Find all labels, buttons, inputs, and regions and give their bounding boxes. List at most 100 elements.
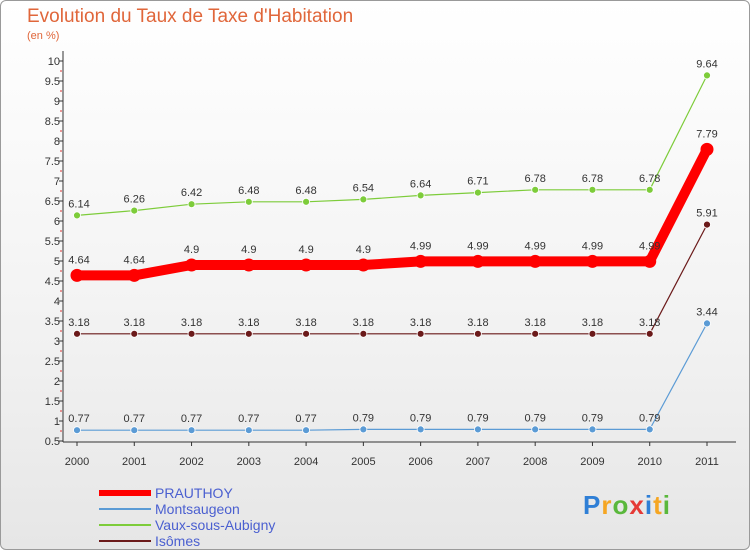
y-minor-tick bbox=[60, 290, 62, 292]
data-label: 6.71 bbox=[467, 176, 488, 188]
x-tick-label: 2007 bbox=[466, 456, 490, 468]
data-label: 3.18 bbox=[68, 317, 89, 329]
data-point bbox=[645, 185, 654, 194]
data-label: 0.79 bbox=[639, 412, 660, 424]
y-minor-tick bbox=[60, 130, 62, 132]
x-tick-label: 2000 bbox=[65, 456, 89, 468]
y-minor-tick bbox=[60, 330, 62, 332]
y-tick-label: 8.5 bbox=[45, 116, 60, 128]
data-label: 7.79 bbox=[696, 128, 717, 140]
proxiti-logo: Proxiti bbox=[583, 490, 671, 521]
chart-subtitle: (en %) bbox=[27, 30, 60, 42]
data-point bbox=[127, 268, 141, 282]
data-point bbox=[299, 258, 313, 272]
y-tick-label: 6.5 bbox=[45, 196, 60, 208]
data-label: 0.77 bbox=[181, 413, 202, 425]
logo-letter: i bbox=[644, 490, 654, 520]
data-point bbox=[585, 254, 599, 268]
data-point bbox=[187, 426, 196, 435]
data-label: 3.18 bbox=[582, 317, 603, 329]
data-point bbox=[471, 254, 485, 268]
y-minor-tick bbox=[60, 70, 62, 72]
data-point bbox=[242, 258, 256, 272]
data-point bbox=[645, 425, 654, 434]
y-minor-tick bbox=[60, 110, 62, 112]
data-label: 0.77 bbox=[68, 413, 89, 425]
data-label: 4.9 bbox=[298, 244, 313, 256]
data-point bbox=[244, 329, 253, 338]
data-point bbox=[474, 188, 482, 197]
y-tick-label: 8 bbox=[54, 136, 60, 148]
y-tick-label: 0.5 bbox=[45, 436, 60, 448]
y-minor-tick bbox=[60, 410, 62, 412]
data-point bbox=[359, 329, 368, 338]
data-label: 6.54 bbox=[353, 182, 374, 194]
y-tick-label: 10 bbox=[48, 56, 60, 68]
x-tick-label: 2001 bbox=[122, 456, 146, 468]
y-tick-label: 9 bbox=[54, 96, 60, 108]
y-minor-tick bbox=[60, 250, 62, 252]
x-tick-label: 2004 bbox=[294, 456, 318, 468]
data-label: 0.77 bbox=[124, 413, 145, 425]
data-point bbox=[703, 220, 711, 229]
data-label: 6.48 bbox=[295, 185, 316, 197]
y-tick-label: 5.5 bbox=[45, 236, 60, 248]
data-label: 3.18 bbox=[353, 317, 374, 329]
x-tick-label: 2009 bbox=[580, 456, 604, 468]
x-tick-label: 2008 bbox=[523, 456, 547, 468]
series-line bbox=[76, 322, 708, 431]
data-point bbox=[474, 329, 482, 338]
data-label: 4.9 bbox=[184, 244, 199, 256]
data-point bbox=[244, 197, 253, 206]
x-tick-label: 2002 bbox=[179, 456, 203, 468]
y-tick-label: 7 bbox=[54, 176, 60, 188]
data-label: 0.79 bbox=[467, 412, 488, 424]
data-point bbox=[588, 185, 597, 194]
data-point bbox=[528, 254, 542, 268]
data-label: 3.18 bbox=[524, 317, 545, 329]
data-point bbox=[645, 329, 654, 338]
logo-letter: x bbox=[629, 490, 645, 520]
data-label: 4.9 bbox=[356, 244, 371, 256]
data-label: 0.77 bbox=[238, 413, 259, 425]
data-point bbox=[73, 329, 81, 338]
data-label: 4.99 bbox=[639, 240, 660, 252]
y-minor-tick bbox=[60, 390, 62, 392]
chart-title: Evolution du Taux de Taxe d'Habitation bbox=[27, 6, 354, 27]
data-point bbox=[416, 329, 425, 338]
logo-letter: r bbox=[601, 490, 613, 520]
y-tick-label: 9.5 bbox=[45, 76, 60, 88]
y-tick-label: 2 bbox=[54, 376, 60, 388]
data-label: 3.18 bbox=[124, 317, 145, 329]
data-label: 4.99 bbox=[410, 240, 431, 252]
x-tick-label: 2010 bbox=[637, 456, 661, 468]
data-point bbox=[531, 329, 540, 338]
data-label: 6.64 bbox=[410, 178, 431, 190]
data-point bbox=[70, 268, 84, 282]
data-label: 0.79 bbox=[582, 412, 603, 424]
logo-letter: o bbox=[612, 490, 630, 520]
data-point bbox=[588, 425, 597, 434]
data-point bbox=[130, 206, 139, 215]
data-label: 3.18 bbox=[410, 317, 431, 329]
data-label: 6.78 bbox=[582, 173, 603, 185]
data-label: 4.9 bbox=[241, 244, 256, 256]
series-line bbox=[72, 144, 712, 281]
data-label: 6.78 bbox=[524, 173, 545, 185]
data-label: 3.18 bbox=[181, 317, 202, 329]
logo-letter: t bbox=[653, 490, 663, 520]
y-minor-tick bbox=[60, 370, 62, 372]
data-label: 6.42 bbox=[181, 187, 202, 199]
data-label: 0.79 bbox=[524, 412, 545, 424]
data-point bbox=[359, 425, 368, 434]
data-label: 5.91 bbox=[696, 208, 717, 220]
y-minor-tick bbox=[60, 350, 62, 352]
y-tick-label: 2.5 bbox=[45, 356, 60, 368]
data-label: 4.99 bbox=[467, 240, 488, 252]
legend-label-prauthoy: PRAUTHOY bbox=[155, 485, 233, 501]
y-minor-tick bbox=[60, 230, 62, 232]
legend-label-montsaugeon: Montsaugeon bbox=[155, 501, 240, 517]
data-label: 6.78 bbox=[639, 173, 660, 185]
